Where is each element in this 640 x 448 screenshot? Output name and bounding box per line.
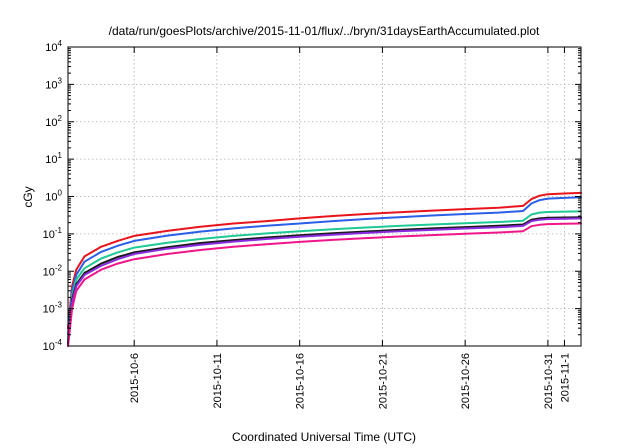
- y-tick-label: 10-4: [43, 338, 63, 353]
- y-axis-label: cGy: [21, 186, 35, 207]
- series-line: [67, 210, 582, 341]
- x-tick-label: 2015-11-1: [559, 353, 571, 402]
- x-tick-label: 2015-10-26: [460, 353, 472, 409]
- y-tick-label: 100: [45, 189, 62, 204]
- x-tick-label: 2015-10-16: [295, 353, 307, 409]
- series-line: [67, 222, 582, 347]
- series-line: [67, 196, 582, 336]
- series-line: [67, 217, 582, 347]
- y-tick-label: 10-1: [43, 226, 63, 241]
- y-tick-label: 102: [45, 114, 62, 129]
- data-series: [67, 191, 582, 347]
- x-tick-label: 2015-10-11: [212, 353, 224, 408]
- y-tick-label: 10-2: [43, 263, 63, 278]
- x-axis-label: Coordinated Universal Time (UTC): [232, 430, 416, 444]
- series-line: [67, 191, 582, 330]
- y-tick-label: 103: [45, 76, 62, 91]
- x-tick-label: 2015-10-21: [377, 353, 389, 409]
- x-tick-labels: 2015-10-6 2015-10-11 2015-10-16 2015-10-21 2…: [129, 353, 571, 409]
- y-tick-labels: 10-4 10-3 10-2 10-1 100 101 102 103 104: [43, 39, 63, 353]
- x-tick-label: 2015-10-6: [129, 353, 141, 403]
- y-tick-label: 104: [45, 39, 62, 54]
- x-tick-label: 2015-10-31: [543, 353, 555, 409]
- y-tick-label: 101: [45, 151, 62, 166]
- tick-marks: [68, 46, 581, 347]
- series-line: [67, 216, 582, 344]
- chart-title: /data/run/goesPlots/archive/2015-11-01/f…: [109, 24, 540, 38]
- y-tick-label: 10-3: [43, 301, 63, 316]
- plot-gridlines: [68, 47, 581, 346]
